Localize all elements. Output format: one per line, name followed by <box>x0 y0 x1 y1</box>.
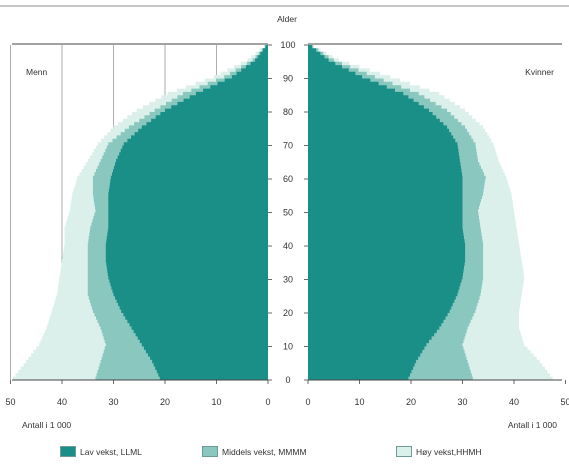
area-men-low <box>105 45 268 380</box>
legend-item-medium: Middels vekst, MMMM <box>202 446 307 457</box>
x-axis-label-left: Antall i 1 000 <box>22 420 71 430</box>
legend-label-medium: Middels vekst, MMMM <box>222 446 307 457</box>
legend-item-high: Høy vekst,HHMH <box>396 446 482 457</box>
tick-layer: 50 40 30 20 10 0 0 10 20 30 40 50010203040506070809… <box>5 40 569 407</box>
chart-title: Alder <box>277 14 297 24</box>
x-tick-label-women-50: 50 <box>560 397 569 407</box>
x-tick-label-women-40: 40 <box>509 397 519 407</box>
frame-layer <box>0 5 569 381</box>
legend-label-high: Høy vekst,HHMH <box>416 446 482 457</box>
legend-label-low: Lav vekst, LLML <box>80 446 142 457</box>
x-tick-label-women-30: 30 <box>457 397 467 407</box>
x-tick-label-men-10: 10 <box>211 397 221 407</box>
x-tick-label-women-10: 10 <box>354 397 364 407</box>
legend-swatch-low <box>60 446 76 457</box>
y-tick-label-60: 60 <box>283 174 293 184</box>
y-tick-label-10: 10 <box>283 342 293 352</box>
y-tick-label-90: 90 <box>283 74 293 84</box>
y-tick-label-80: 80 <box>283 107 293 117</box>
y-tick-label-40: 40 <box>283 241 293 251</box>
x-tick-label-men-20: 20 <box>160 397 170 407</box>
x-tick-label-men-30: 30 <box>108 397 118 407</box>
x-axis-label-right: Antall i 1 000 <box>508 420 557 430</box>
y-tick-label-50: 50 <box>283 208 293 218</box>
x-tick-label-women-0: 0 <box>305 397 310 407</box>
legend-item-low: Lav vekst, LLML <box>60 446 142 457</box>
y-tick-label-0: 0 <box>285 375 290 385</box>
legend: Lav vekst, LLML Middels vekst, MMMM Høy … <box>60 446 560 462</box>
panel-label-women: Kvinner <box>525 67 554 77</box>
x-tick-label-men-50: 50 <box>5 397 15 407</box>
area-women-low <box>308 45 466 380</box>
y-tick-label-70: 70 <box>283 141 293 151</box>
legend-swatch-medium <box>202 446 218 457</box>
y-tick-label-100: 100 <box>280 40 295 50</box>
x-tick-label-men-0: 0 <box>265 397 270 407</box>
x-tick-label-men-40: 40 <box>57 397 67 407</box>
legend-swatch-high <box>396 446 412 457</box>
panel-label-men: Menn <box>26 67 48 77</box>
x-tick-label-women-20: 20 <box>406 397 416 407</box>
y-tick-label-20: 20 <box>283 308 293 318</box>
area-layer <box>13 45 553 380</box>
y-tick-label-30: 30 <box>283 275 293 285</box>
